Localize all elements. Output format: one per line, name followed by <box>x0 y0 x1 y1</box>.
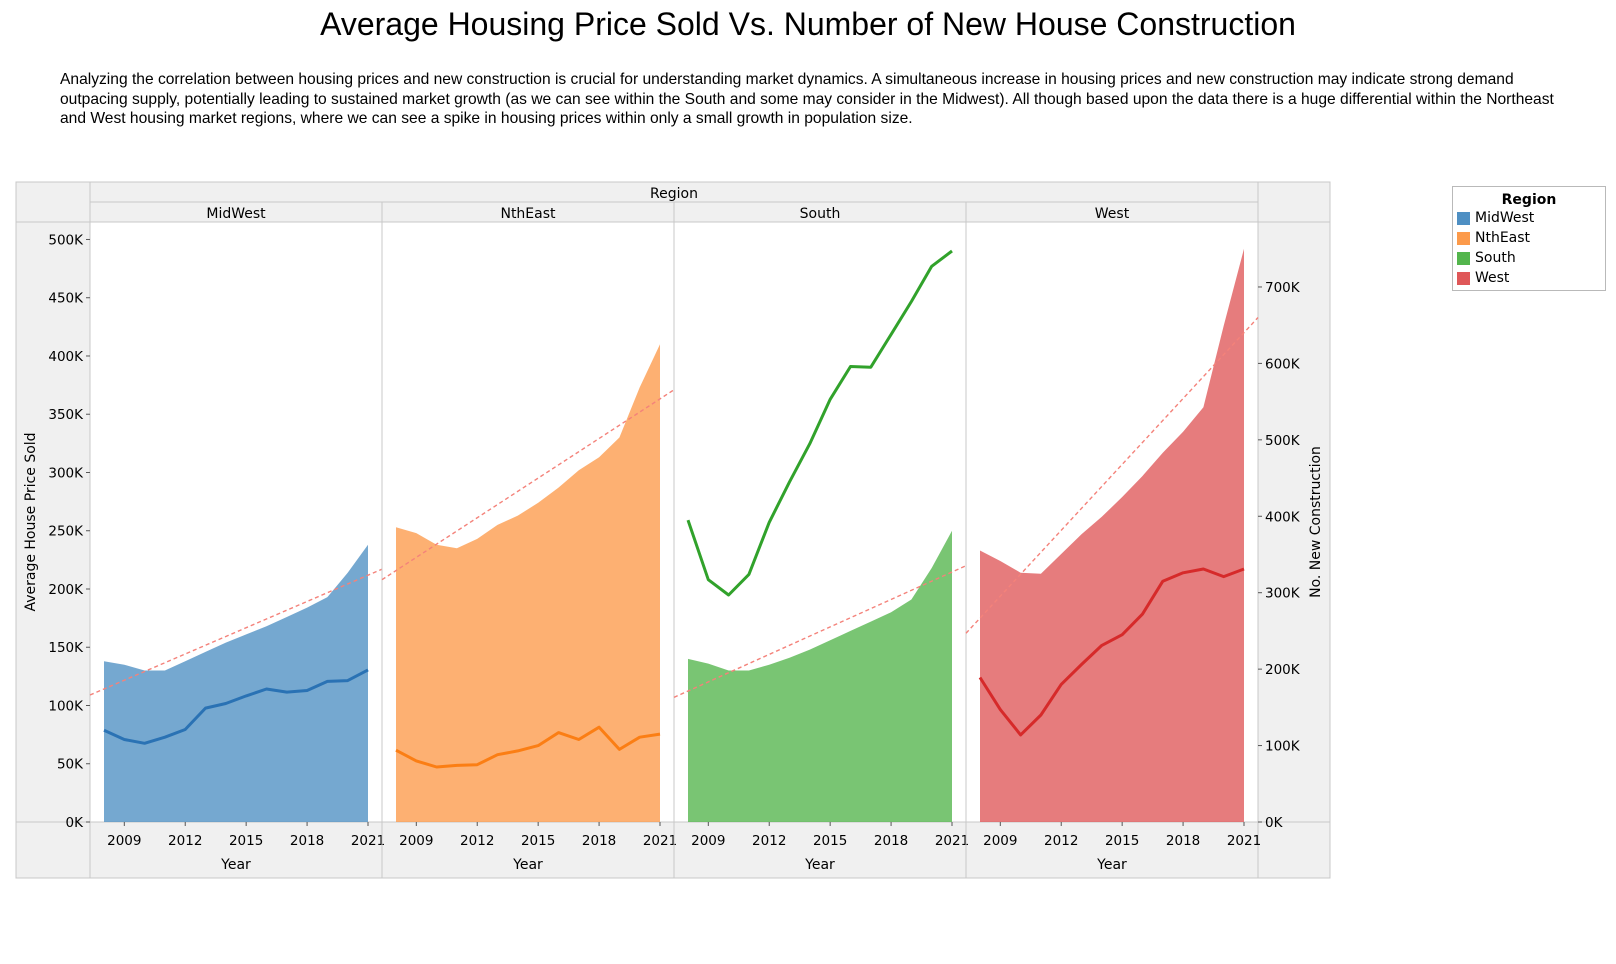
y-tick-label: 350K <box>48 407 84 423</box>
y-axis-ticks: 500K 450K 400K 350K 300K 250K 200K 150K 100K 50K 0… <box>48 232 90 831</box>
y-tick-label: 150K <box>48 640 84 656</box>
x-tick-label: 2009 <box>399 833 433 849</box>
y-tick-label: 100K <box>48 698 84 714</box>
x-tick-label: 2012 <box>1044 833 1078 849</box>
legend-item-south[interactable]: South <box>1453 248 1605 268</box>
legend-label: West <box>1475 270 1510 286</box>
x-axis-title: Year <box>1096 857 1127 873</box>
price-area <box>396 344 660 822</box>
construction-line <box>978 567 1245 737</box>
legend-label: MidWest <box>1475 210 1535 226</box>
panel-south: South 2009 2012 2015 2018 2021 Year <box>673 202 969 878</box>
trend-line <box>673 565 967 698</box>
y-tick-label: 500K <box>48 232 84 248</box>
y2-axis-ticks: 700K 600K 500K 400K 300K 200K 100K 0K <box>1258 280 1301 831</box>
panel-midwest: MidWest 2009 2012 2015 2018 2021 Year <box>89 206 385 873</box>
construction-line <box>103 668 369 745</box>
panel-west: West 2009 2012 2015 2018 2021 Year <box>965 202 1261 878</box>
legend-label: South <box>1475 250 1516 266</box>
legend-item-nthEast[interactable]: NthEast <box>1453 228 1605 248</box>
y-axis-title: Average House Price Sold <box>23 432 39 611</box>
region-panels: MidWest 2009 2012 2015 2018 2021 Year NthEast 20… <box>89 202 1261 878</box>
y2-tick-label: 300K <box>1265 586 1301 602</box>
panel-ntheast: NthEast 2009 2012 2015 2018 2021 Year <box>381 202 677 878</box>
x-tick-label: 2015 <box>229 833 263 849</box>
panel-header: MidWest <box>206 206 266 222</box>
x-tick-label: 2021 <box>935 833 969 849</box>
y-tick-label: 300K <box>48 465 84 481</box>
y-tick-label: 50K <box>57 757 84 773</box>
x-tick-label: 2009 <box>107 833 141 849</box>
panel-header: West <box>1095 206 1130 222</box>
x-tick-label: 2018 <box>290 833 324 849</box>
legend-item-midwest[interactable]: MidWest <box>1453 208 1605 228</box>
price-area <box>688 530 952 822</box>
legend-swatch <box>1457 231 1470 245</box>
panel-header: NthEast <box>500 206 556 222</box>
y-tick-label: 450K <box>48 291 84 307</box>
y2-tick-label: 100K <box>1265 739 1301 755</box>
x-tick-label: 2021 <box>351 833 385 849</box>
x-tick-label: 2015 <box>1105 833 1139 849</box>
header-backgrounds <box>15 181 1331 879</box>
x-axis-title: Year <box>512 857 543 873</box>
x-axis-title: Year <box>804 857 835 873</box>
y2-axis-title: No. New Construction <box>1308 446 1324 598</box>
legend-title: Region <box>1501 192 1557 208</box>
price-area <box>980 248 1244 823</box>
panel-header: South <box>800 206 841 222</box>
y2-tick-label: 500K <box>1265 433 1301 449</box>
trend-line <box>381 389 675 581</box>
y-tick-label: 0K <box>66 815 85 831</box>
y2-tick-label: 700K <box>1265 280 1301 296</box>
x-tick-label: 2009 <box>691 833 725 849</box>
x-tick-label: 2015 <box>521 833 555 849</box>
trend-line <box>965 317 1259 634</box>
legend-swatch <box>1457 211 1470 225</box>
y-tick-label: 250K <box>48 524 84 540</box>
x-tick-label: 2015 <box>813 833 847 849</box>
chart-description: Analyzing the correlation between housin… <box>60 71 1554 127</box>
price-area <box>104 544 368 822</box>
legend-swatch <box>1457 251 1470 265</box>
x-tick-label: 2012 <box>168 833 202 849</box>
y2-tick-label: 400K <box>1265 509 1301 525</box>
construction-line <box>395 725 661 769</box>
legend: Region MidWest NthEast South West <box>1452 186 1606 291</box>
legend-item-west[interactable]: West <box>1453 268 1605 288</box>
x-axis-title: Year <box>220 857 251 873</box>
x-tick-label: 2018 <box>1166 833 1200 849</box>
chart-title: Average Housing Price Sold Vs. Number of… <box>320 6 1296 42</box>
x-tick-label: 2012 <box>460 833 494 849</box>
trend-line <box>89 568 383 696</box>
x-tick-label: 2018 <box>582 833 616 849</box>
y-tick-label: 400K <box>48 349 84 365</box>
region-header: Region <box>650 186 698 202</box>
y2-tick-label: 200K <box>1265 662 1301 678</box>
x-tick-label: 2021 <box>1227 833 1261 849</box>
construction-line <box>686 249 953 597</box>
legend-label: NthEast <box>1475 230 1531 246</box>
x-tick-label: 2012 <box>752 833 786 849</box>
y-tick-label: 200K <box>48 582 84 598</box>
y2-tick-label: 600K <box>1265 356 1301 372</box>
x-tick-label: 2021 <box>643 833 677 849</box>
x-tick-label: 2018 <box>874 833 908 849</box>
y2-tick-label: 0K <box>1265 815 1284 831</box>
legend-swatch <box>1457 271 1470 285</box>
x-tick-label: 2009 <box>983 833 1017 849</box>
